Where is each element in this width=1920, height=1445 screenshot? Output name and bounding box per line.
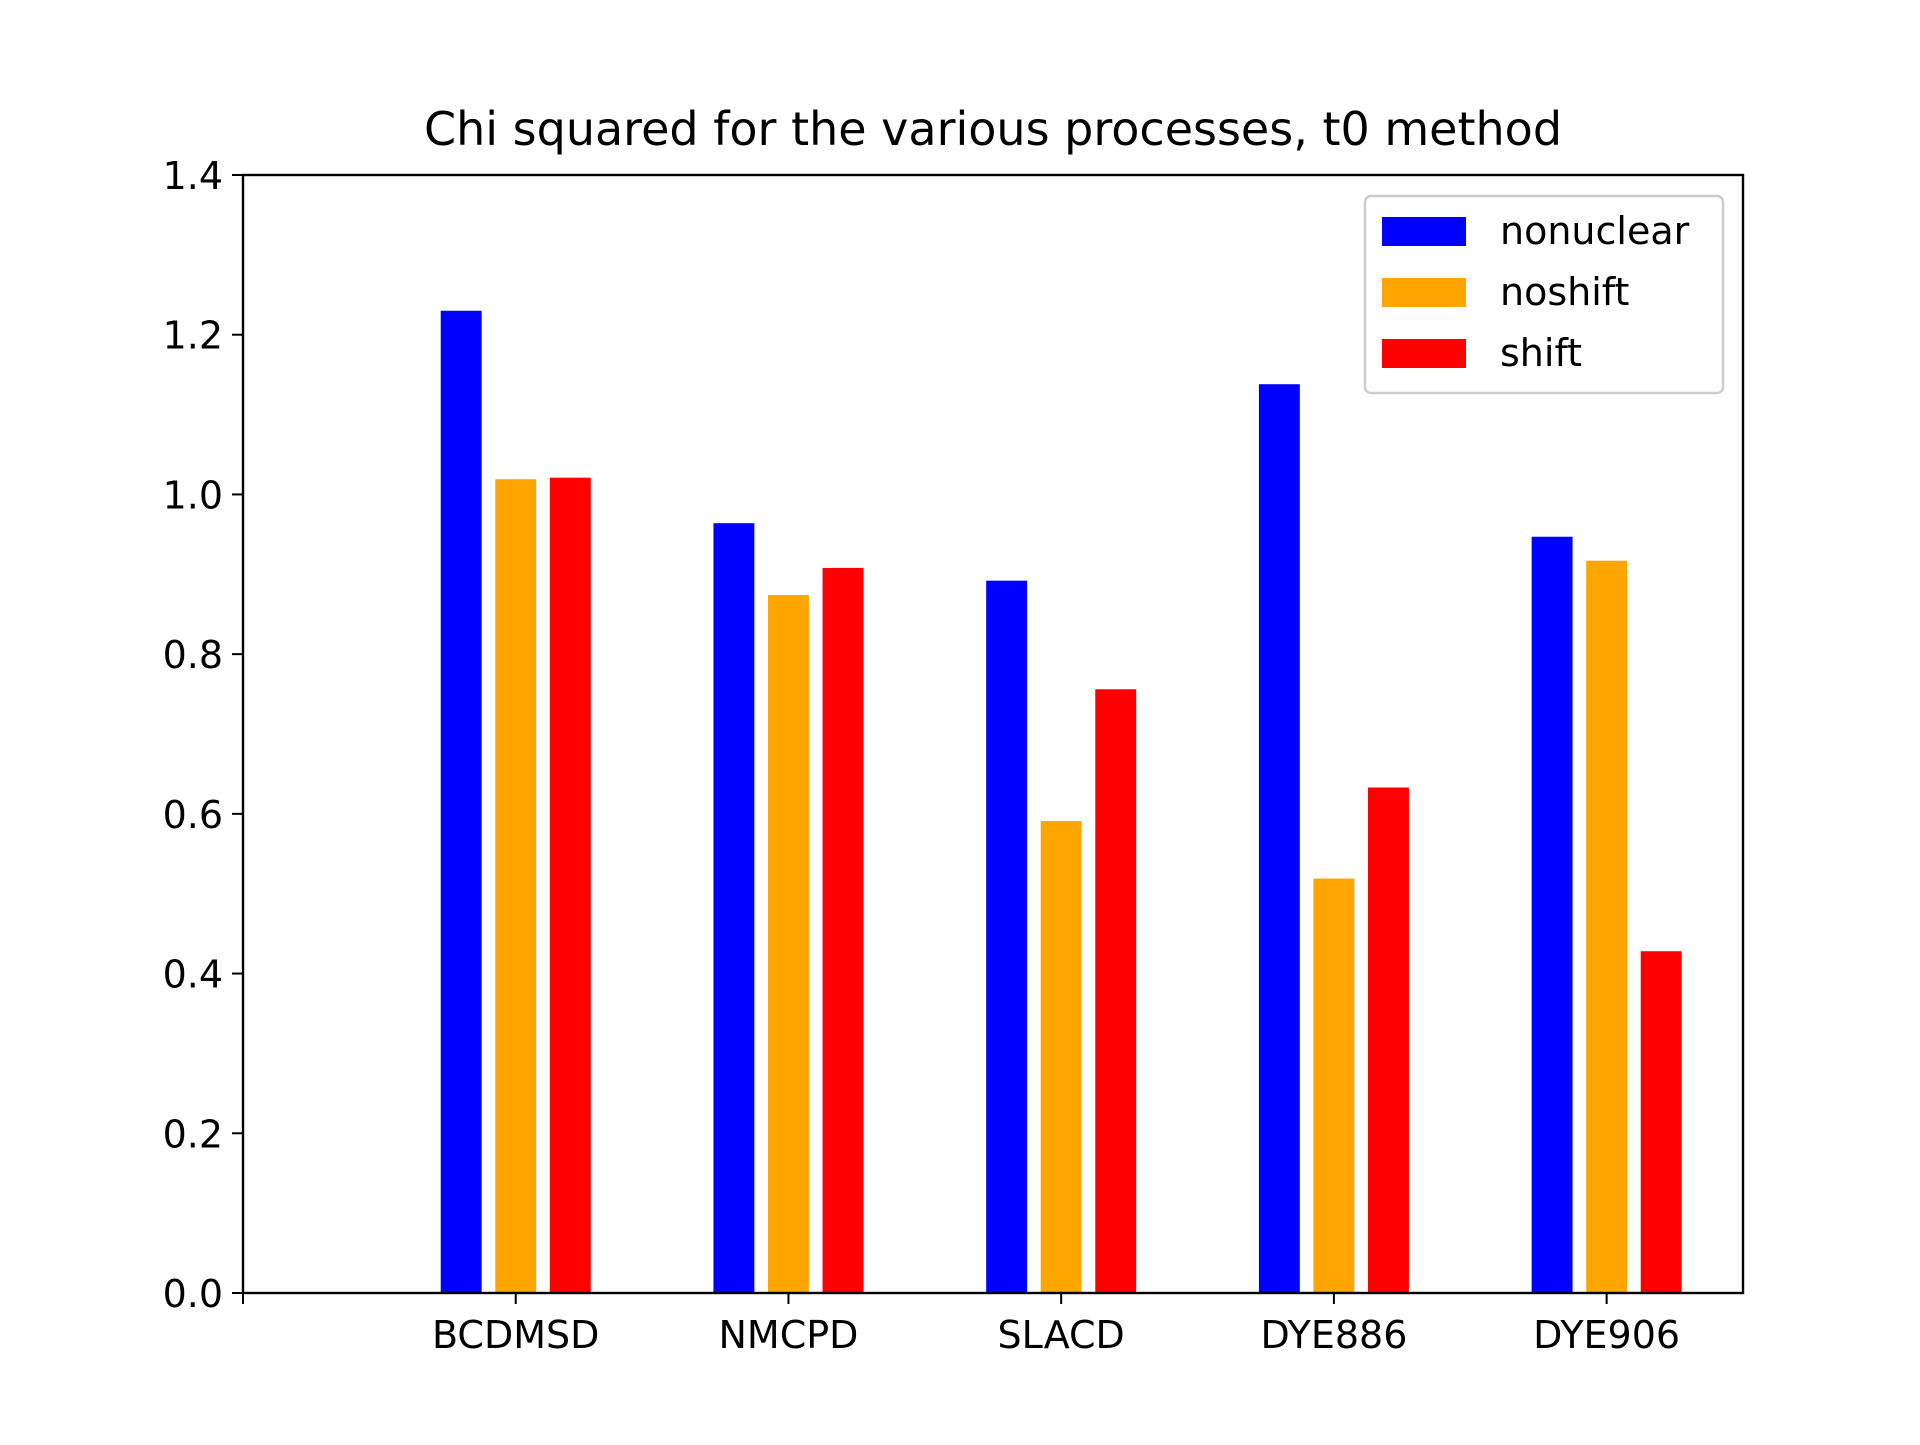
- bar-nonuclear-dye886: [1258, 384, 1300, 1294]
- x-tick-label: BCDMSD: [432, 1313, 599, 1357]
- legend-label-nonuclear: nonuclear: [1500, 209, 1690, 253]
- bar-shift-bcdmsd: [549, 477, 591, 1293]
- y-tick-label: 0.2: [163, 1112, 223, 1156]
- legend-swatch-noshift: [1382, 278, 1466, 307]
- legend-swatch-shift: [1382, 339, 1466, 368]
- legend-swatch-nonuclear: [1382, 217, 1466, 246]
- bar-noshift-slacd: [1040, 821, 1082, 1293]
- bar-nonuclear-slacd: [986, 580, 1028, 1293]
- bar-noshift-dye886: [1313, 878, 1355, 1293]
- legend: nonuclear noshift shift: [1363, 194, 1725, 395]
- bar-nonuclear-nmcpd: [713, 523, 755, 1293]
- x-tick-label: SLACD: [998, 1313, 1125, 1357]
- bar-nonuclear-bcdmsd: [440, 310, 482, 1293]
- bar-noshift-nmcpd: [768, 595, 809, 1293]
- bar-shift-nmcpd: [822, 567, 864, 1293]
- y-tick-label: 1.0: [163, 473, 223, 517]
- bar-nonuclear-dye906: [1531, 536, 1573, 1293]
- y-tick-label: 0.6: [163, 793, 223, 837]
- y-tick-label: 1.4: [163, 154, 223, 198]
- y-tick-label: 0.8: [163, 633, 223, 677]
- bar-noshift-dye906: [1586, 560, 1628, 1293]
- x-tick-label: NMCPD: [718, 1313, 858, 1357]
- chart-title: Chi squared for the various processes, t…: [424, 102, 1562, 156]
- y-tick-label: 1.2: [163, 314, 223, 358]
- bar-noshift-bcdmsd: [495, 479, 537, 1293]
- bar-shift-dye886: [1368, 787, 1409, 1293]
- legend-label-shift: shift: [1500, 331, 1582, 375]
- plot-frame: [241, 173, 1745, 1295]
- axes-layer: 0.0 0.2 0.4 0.6 0.8 1.0 1.2 1.4 BCDMSD NMCPD SLACD…: [163, 154, 1745, 1357]
- y-tick-label: 0.0: [163, 1272, 223, 1316]
- x-tick-label: DYE886: [1260, 1313, 1407, 1357]
- y-tick-label: 0.4: [163, 953, 223, 997]
- bar-shift-slacd: [1095, 689, 1137, 1293]
- legend-label-noshift: noshift: [1500, 270, 1629, 314]
- bars-layer: [440, 310, 1682, 1294]
- x-tick-label: DYE906: [1533, 1313, 1680, 1357]
- bar-shift-dye906: [1640, 951, 1682, 1293]
